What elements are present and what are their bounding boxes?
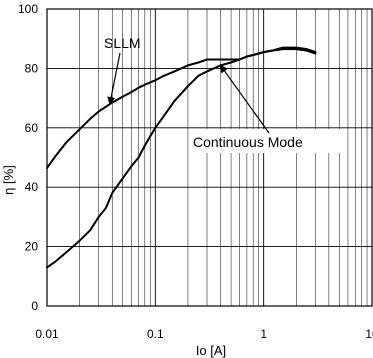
annotation-arrow [107, 52, 121, 106]
y-tick-label: 0 [31, 299, 38, 313]
y-axis-label: η [%] [1, 165, 16, 195]
grid [47, 9, 372, 306]
annotations: SLLM Continuous Mode [104, 35, 342, 153]
series-line-continuous-mode [46, 46, 317, 269]
y-tick-label: 100 [18, 2, 38, 16]
x-axis-label: Io [A] [196, 343, 226, 358]
axis-ticks: 0.010.1110020406080100 [18, 2, 373, 341]
y-tick-label: 80 [25, 61, 39, 75]
x-tick-label: 0.1 [147, 327, 164, 341]
annotation-continuous-mode-label: Continuous Mode [193, 134, 303, 150]
annotation-arrow [219, 64, 270, 134]
y-tick-label: 40 [25, 180, 39, 194]
y-tick-label: 20 [25, 240, 39, 254]
plot-area-frame [46, 8, 373, 307]
x-tick-label: 0.01 [35, 327, 59, 341]
annotation-sllm-label: SLLM [104, 35, 141, 51]
x-tick-label: 10 [365, 327, 373, 341]
x-tick-label: 1 [260, 327, 267, 341]
series-lines [46, 46, 317, 269]
y-tick-label: 60 [25, 121, 39, 135]
annotation-label-bg-continuous [190, 129, 342, 153]
